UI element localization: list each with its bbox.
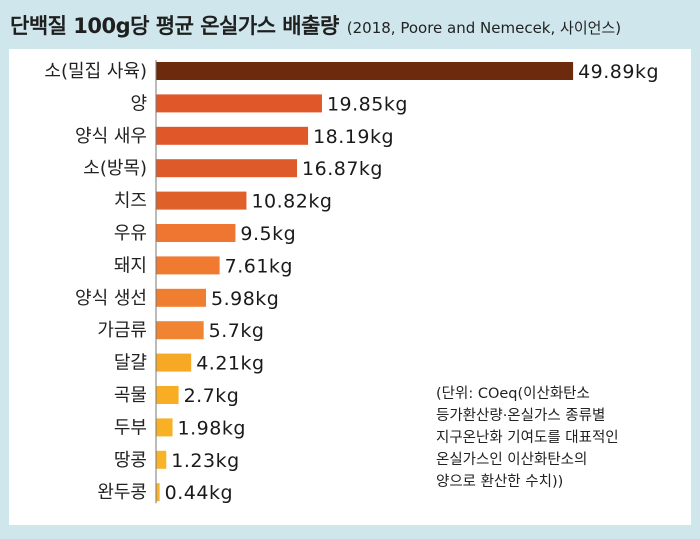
unit-note-line-4: 온실가스인 이산화탄소의 xyxy=(436,452,588,468)
unit-note-line-2: 등가환산량·온실가스 종류별 xyxy=(436,408,606,424)
chart-panel: 소(밀집 사육) 49.89kg 양 19.85kg 양식 새우 18.19kg 소(방목)… xyxy=(9,49,691,525)
bar-group: 소(밀집 사육) 49.89kg 양 19.85kg 양식 새우 18.19kg 소(방목)… xyxy=(44,61,659,504)
value-label: 2.7kg xyxy=(184,385,240,407)
bar xyxy=(156,256,220,275)
value-label: 18.19kg xyxy=(313,126,394,148)
bar xyxy=(156,94,322,113)
category-label: 양 xyxy=(130,93,147,114)
bar xyxy=(156,224,236,242)
bar xyxy=(156,126,309,145)
value-label: 5.7kg xyxy=(209,320,265,342)
bar xyxy=(156,386,179,404)
value-label: 0.44kg xyxy=(165,482,233,504)
bar xyxy=(156,288,206,307)
category-label: 두부 xyxy=(114,417,147,438)
source-text: (2018, Poore and Nemecek, 사이언스) xyxy=(346,19,622,37)
bar xyxy=(156,321,204,340)
bar xyxy=(156,191,247,210)
category-label: 가금류 xyxy=(97,320,147,341)
category-label: 달걀 xyxy=(114,353,147,374)
unit-note-line-3: 지구온난화 기여도를 대표적인 xyxy=(436,430,619,446)
bar-chart: 소(밀집 사육) 49.89kg 양 19.85kg 양식 새우 18.19kg 소(방목)… xyxy=(44,60,659,504)
value-label: 4.21kg xyxy=(196,353,264,375)
title-text: 단백질 100g당 평균 온실가스 배출량 xyxy=(10,14,339,38)
category-label: 완두콩 xyxy=(97,482,147,503)
category-label: 땅콩 xyxy=(114,450,147,471)
value-label: 49.89kg xyxy=(578,61,659,83)
value-label: 10.82kg xyxy=(251,191,332,213)
category-label: 우유 xyxy=(114,223,147,244)
value-label: 1.98kg xyxy=(178,417,246,439)
unit-note: (단위: COeq(이산화탄소 등가환산량·온실가스 종류별 지구온난화 기여도… xyxy=(436,383,686,493)
value-label: 16.87kg xyxy=(302,158,383,180)
bar xyxy=(156,418,173,437)
value-label: 5.98kg xyxy=(211,288,279,310)
category-label: 소(밀집 사육) xyxy=(44,61,147,82)
category-label: 소(방목) xyxy=(83,158,147,179)
category-label: 양식 새우 xyxy=(75,126,147,147)
value-label: 1.23kg xyxy=(171,450,239,472)
category-label: 양식 생선 xyxy=(75,288,147,309)
unit-note-line-1: (단위: COeq(이산화탄소 xyxy=(436,386,590,402)
chart-title: 단백질 100g당 평균 온실가스 배출량 (2018, Poore and Ne… xyxy=(10,10,700,40)
bar xyxy=(156,483,160,502)
bar xyxy=(156,159,298,178)
category-label: 곡물 xyxy=(114,385,147,406)
bar xyxy=(156,62,574,80)
value-label: 7.61kg xyxy=(225,255,293,277)
bar xyxy=(156,450,167,469)
category-label: 돼지 xyxy=(114,255,147,276)
value-label: 9.5kg xyxy=(240,223,296,245)
unit-note-line-5: 양으로 환산한 수치)) xyxy=(436,474,564,490)
bar xyxy=(156,353,192,372)
value-label: 19.85kg xyxy=(327,93,408,115)
category-label: 치즈 xyxy=(114,191,147,212)
